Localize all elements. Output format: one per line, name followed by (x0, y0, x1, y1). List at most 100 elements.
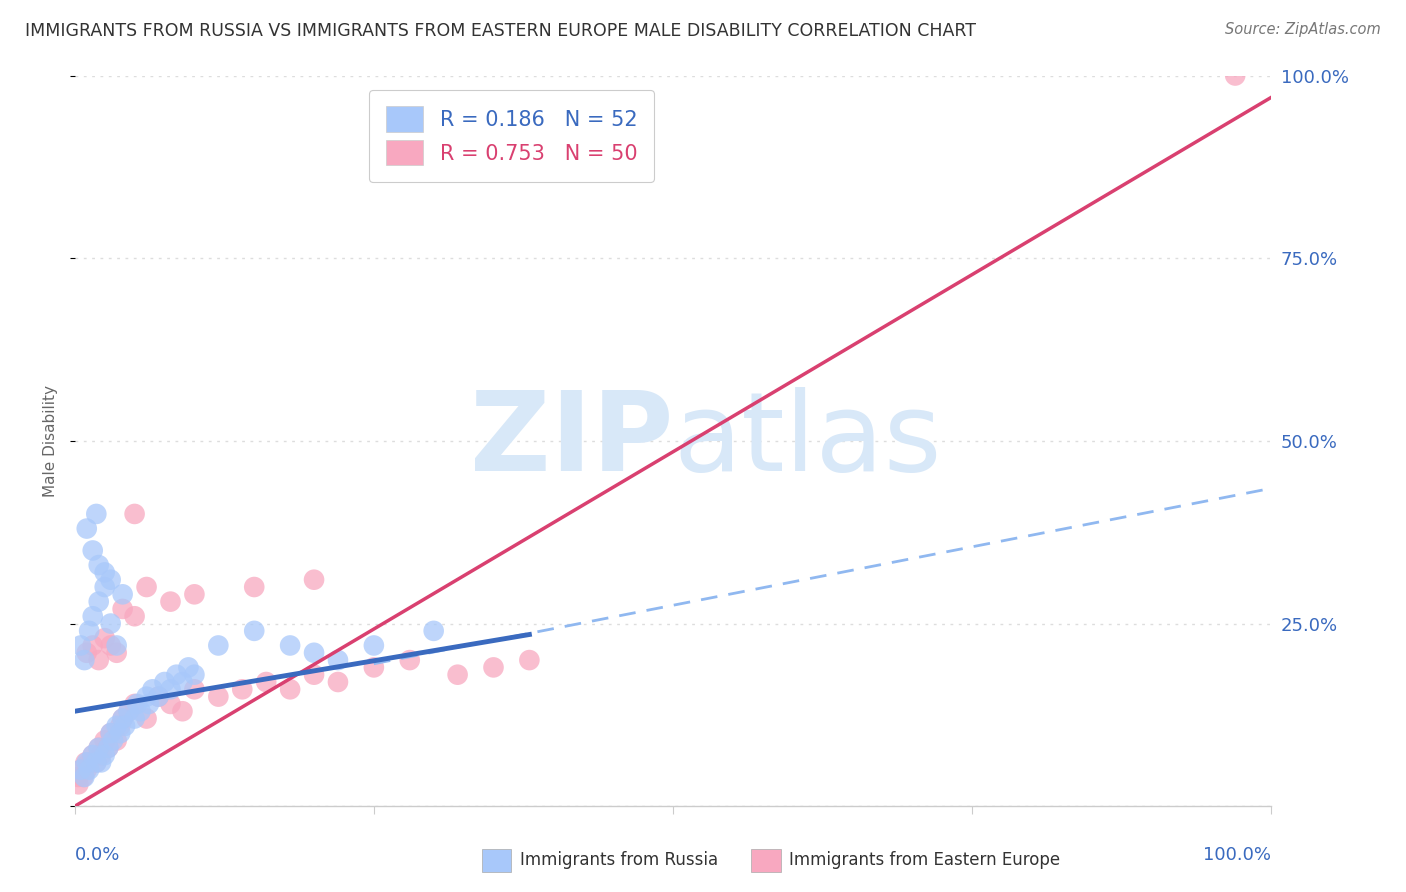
Point (231, 682, 253, 697)
Point (100, 726, 122, 740)
Point (159, 594, 181, 608)
Text: atlas: atlas (673, 387, 942, 494)
Point (363, 660, 385, 674)
Point (93, 631, 115, 645)
Point (172, 704, 194, 718)
Point (398, 653, 420, 667)
Point (69, 639, 91, 653)
Point (76, 763, 98, 777)
Point (148, 690, 170, 704)
Point (172, 675, 194, 690)
Point (124, 712, 146, 726)
Point (87, 740, 110, 755)
FancyBboxPatch shape (751, 848, 780, 872)
Point (110, 719, 132, 733)
Point (93, 733, 115, 747)
Point (135, 580, 157, 594)
Point (87, 653, 110, 667)
Point (254, 675, 277, 690)
Point (105, 639, 128, 653)
Point (101, 733, 124, 747)
Point (97, 740, 120, 755)
Text: Source: ZipAtlas.com: Source: ZipAtlas.com (1225, 22, 1381, 37)
Point (326, 653, 349, 667)
Point (76, 522, 98, 536)
Point (302, 646, 325, 660)
Point (93, 566, 115, 580)
Legend: R = 0.186   N = 52, R = 0.753   N = 50: R = 0.186 N = 52, R = 0.753 N = 50 (368, 89, 654, 182)
Point (72, 770, 94, 784)
Point (519, 653, 541, 667)
Point (326, 675, 349, 690)
Point (183, 682, 205, 697)
Point (207, 690, 229, 704)
Point (124, 697, 146, 711)
Point (278, 682, 301, 697)
Point (422, 624, 444, 638)
Point (97, 740, 120, 755)
FancyBboxPatch shape (481, 848, 512, 872)
Point (77, 756, 100, 770)
Point (90, 756, 112, 770)
Point (159, 697, 181, 711)
Point (111, 712, 134, 726)
Point (446, 667, 468, 681)
Point (302, 667, 325, 681)
Point (73, 653, 96, 667)
Point (117, 704, 139, 718)
Point (87, 558, 110, 573)
Point (82, 543, 104, 558)
Text: IMMIGRANTS FROM RUSSIA VS IMMIGRANTS FROM EASTERN EUROPE MALE DISABILITY CORRELA: IMMIGRANTS FROM RUSSIA VS IMMIGRANTS FRO… (25, 22, 976, 40)
Point (183, 587, 205, 601)
Text: 100.0%: 100.0% (1204, 847, 1271, 864)
Point (69, 763, 91, 777)
Text: 0.0%: 0.0% (75, 847, 120, 864)
Point (90, 747, 112, 762)
Point (243, 624, 266, 638)
Point (82, 639, 104, 653)
Point (87, 740, 110, 755)
Text: Immigrants from Eastern Europe: Immigrants from Eastern Europe (789, 851, 1060, 869)
Point (117, 704, 139, 718)
Point (110, 726, 132, 740)
Point (86, 507, 108, 521)
Y-axis label: Male Disability: Male Disability (44, 384, 58, 497)
Point (100, 726, 122, 740)
Point (105, 733, 128, 747)
Point (1225, 69, 1247, 83)
Point (111, 602, 134, 616)
Point (82, 609, 104, 624)
Point (93, 580, 115, 594)
Point (177, 660, 200, 674)
Point (148, 690, 170, 704)
Point (135, 690, 157, 704)
Point (86, 756, 108, 770)
Point (87, 594, 110, 608)
Point (67, 777, 90, 791)
Point (159, 682, 181, 697)
Point (105, 719, 128, 733)
Point (82, 747, 104, 762)
Point (183, 667, 205, 681)
Point (105, 646, 128, 660)
Point (124, 507, 146, 521)
Point (153, 675, 176, 690)
Point (100, 573, 122, 587)
Point (207, 639, 229, 653)
Point (100, 639, 122, 653)
Point (82, 747, 104, 762)
Point (73, 770, 96, 784)
Point (67, 770, 90, 784)
Point (363, 639, 385, 653)
Point (111, 587, 134, 601)
Point (482, 660, 505, 674)
Point (135, 712, 157, 726)
Point (278, 639, 301, 653)
Point (75, 756, 97, 770)
Point (243, 580, 266, 594)
Text: ZIP: ZIP (470, 387, 673, 494)
Point (114, 719, 136, 733)
Point (302, 573, 325, 587)
Point (76, 756, 98, 770)
Point (166, 667, 188, 681)
